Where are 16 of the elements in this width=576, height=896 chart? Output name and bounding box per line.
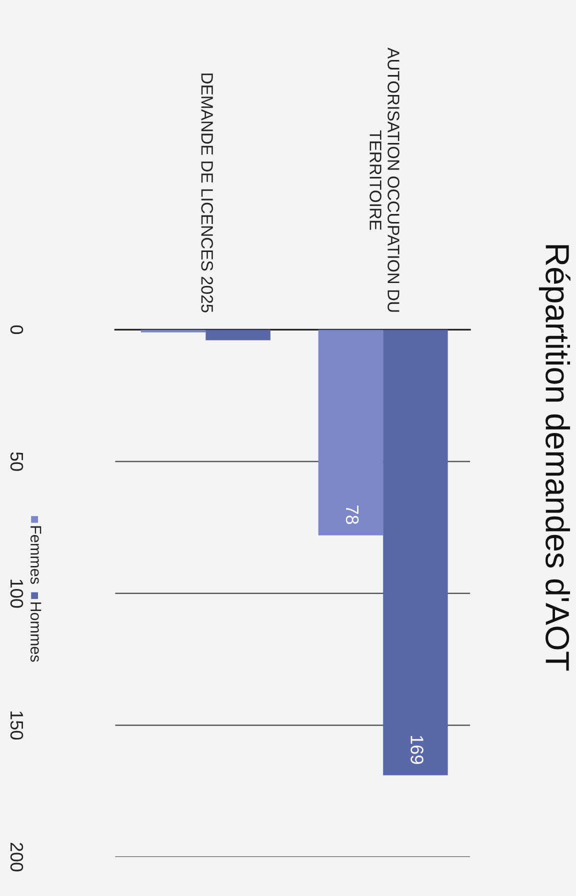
legend-label: Hommes [30, 602, 42, 662]
x-tick-label: AUTORISATION OCCUPATION DU TERRITOIRE [370, 48, 400, 312]
bar [206, 330, 270, 340]
x-tick-label: DEMANDE DE LICENCES 2025 [201, 74, 214, 312]
y-tick-label: 100 [10, 580, 24, 608]
data-label: 169 [410, 736, 424, 764]
data-label: 78 [346, 506, 359, 524]
y-tick-label: 200 [10, 842, 24, 872]
y-tick-label: 50 [10, 452, 24, 471]
y-tick-label: 150 [10, 712, 24, 740]
y-tick-label: 0 [10, 325, 24, 334]
text: Répartition demandes d'AOT [538, 245, 570, 671]
legend-label: Femmes [30, 526, 42, 584]
bar [140, 330, 206, 332]
bar [318, 330, 384, 536]
bar [383, 330, 448, 776]
